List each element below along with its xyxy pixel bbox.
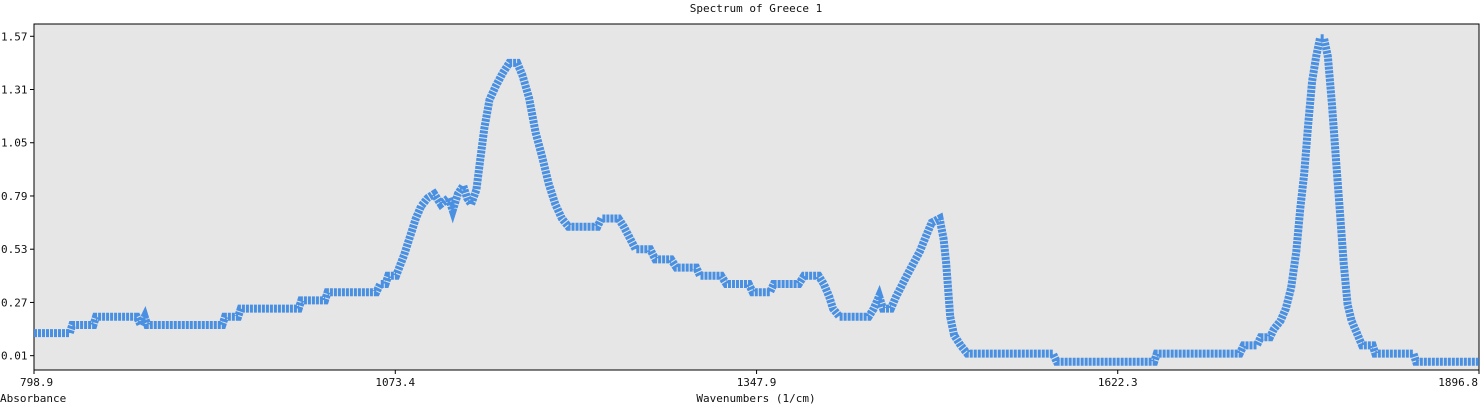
y-tick-label: 1.57 bbox=[1, 30, 28, 43]
y-tick-label: 0.27 bbox=[1, 296, 28, 309]
x-tick-label: 1896.8 bbox=[1438, 376, 1478, 389]
x-axis: 798.9 1073.4 1347.9 1622.3 1896.8 bbox=[20, 370, 1480, 389]
x-tick-label: 798.9 bbox=[20, 376, 53, 389]
y-axis-label: Absorbance bbox=[0, 392, 66, 405]
x-axis-label: Wavenumbers (1/cm) bbox=[696, 392, 815, 405]
y-tick-label: 0.01 bbox=[1, 350, 28, 363]
y-tick-label: 1.31 bbox=[1, 84, 28, 97]
y-tick-label: 0.53 bbox=[1, 243, 28, 256]
chart-title: Spectrum of Greece 1 bbox=[690, 2, 822, 15]
x-tick-label: 1347.9 bbox=[737, 376, 777, 389]
x-tick-label: 1622.3 bbox=[1098, 376, 1138, 389]
x-tick-label: 1073.4 bbox=[375, 376, 415, 389]
y-tick-label: 1.05 bbox=[1, 137, 28, 150]
y-axis: 0.01 0.27 0.53 0.79 1.05 1.31 1.57 bbox=[1, 30, 34, 363]
plot-area bbox=[33, 23, 1480, 371]
y-tick-label: 0.79 bbox=[1, 190, 28, 203]
series-line bbox=[34, 34, 1479, 366]
